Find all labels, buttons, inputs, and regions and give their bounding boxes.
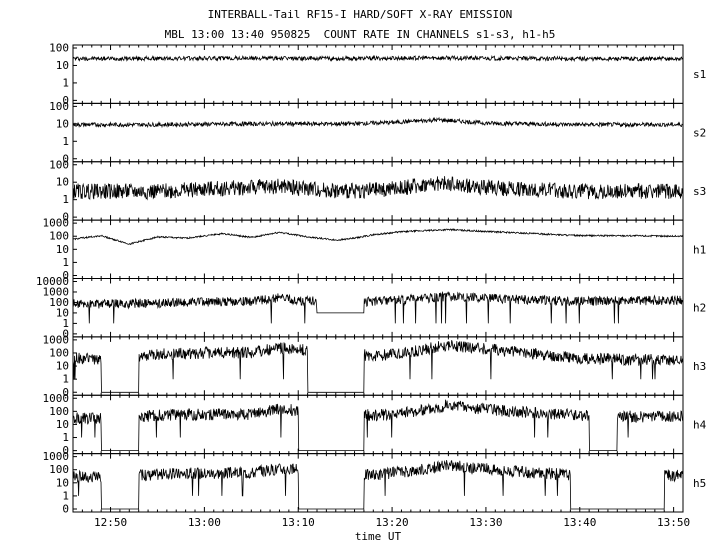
trace-s1 [72,54,683,62]
y-tick-label-h2: 0 [62,327,69,340]
y-tick-label-h1: 1000 [43,217,70,230]
y-tick-label-s1: 100 [49,42,69,55]
y-tick-label-s1: 1 [62,76,69,89]
y-tick-label-s3: 100 [49,158,69,171]
series-label-h1: h1 [693,243,706,256]
x-tick-label: 13:30 [469,516,502,529]
panel-frame-h4 [72,394,684,455]
y-tick-label-s3: 10 [56,176,69,189]
y-tick-label-h1: 1 [62,256,69,269]
y-tick-label-h5: 1 [62,489,69,502]
trace-h2 [72,290,683,324]
panel-frame-s2 [72,102,684,163]
trace-h4 [72,399,683,451]
y-tick-label-h5: 1000 [43,450,70,463]
series-label-h2: h2 [693,302,706,315]
y-tick-label-h1: 10 [56,243,69,256]
y-tick-label-s2: 0 [62,152,69,165]
y-tick-label-h4: 10 [56,418,69,431]
y-tick-label-h3: 1000 [43,333,70,346]
panel-frame-h5 [72,453,684,513]
y-tick-label-h4: 0 [62,444,69,457]
panel-frame-h1 [72,219,684,279]
y-tick-label-h2: 10000 [36,275,69,288]
y-tick-label-h5: 10 [56,476,69,489]
y-tick-label-h3: 100 [49,346,69,359]
series-label-s2: s2 [693,127,706,140]
y-tick-label-s2: 100 [49,100,69,113]
y-tick-label-h2: 100 [49,296,69,309]
y-tick-label-h3: 10 [56,360,69,373]
trace-h1 [72,228,683,246]
chart-subtitle: MBL 13:00 13:40 950825 COUNT RATE IN CHA… [164,28,556,41]
chart-title: INTERBALL-Tail RF15-I HARD/SOFT X-RAY EM… [207,8,513,21]
panel-frame-h2 [72,278,684,338]
x-tick-label: 12:50 [94,516,127,529]
y-tick-label-h4: 1000 [43,392,70,405]
y-tick-label-h4: 100 [49,405,69,418]
y-tick-label-s2: 1 [62,135,69,148]
panel-frame-h3 [72,336,684,396]
panel-frame-s1 [72,44,684,104]
trace-h5 [72,459,683,510]
series-label-h3: h3 [693,360,706,373]
trace-s2 [72,116,683,129]
y-tick-label-h5: 100 [49,463,69,476]
trace-h3 [72,340,683,393]
x-tick-label: 13:00 [188,516,221,529]
y-tick-label-h4: 1 [62,431,69,444]
y-tick-label-h3: 0 [62,386,69,399]
x-tick-label: 13:20 [376,516,409,529]
x-tick-label: 13:50 [657,516,690,529]
x-tick-label: 13:40 [563,516,596,529]
y-tick-label-s3: 0 [62,211,69,224]
series-label-s3: s3 [693,185,706,198]
y-tick-label-h2: 10 [56,306,69,319]
y-tick-label-h2: 1 [62,317,69,330]
y-tick-label-s3: 1 [62,193,69,206]
y-tick-label-h1: 0 [62,269,69,282]
y-tick-label-s2: 10 [56,117,69,130]
x-tick-label: 13:10 [282,516,315,529]
y-tick-label-s1: 10 [56,59,69,72]
trace-s3 [72,176,683,201]
y-tick-label-h1: 100 [49,230,69,243]
y-tick-label-s1: 0 [62,94,69,107]
series-label-h5: h5 [693,477,706,490]
series-label-s1: s1 [693,68,706,81]
series-label-h4: h4 [693,418,707,431]
y-tick-label-h2: 1000 [43,285,70,298]
y-tick-label-h5: 0 [62,503,69,516]
y-tick-label-h3: 1 [62,373,69,386]
x-axis-label: time UT [355,530,402,543]
